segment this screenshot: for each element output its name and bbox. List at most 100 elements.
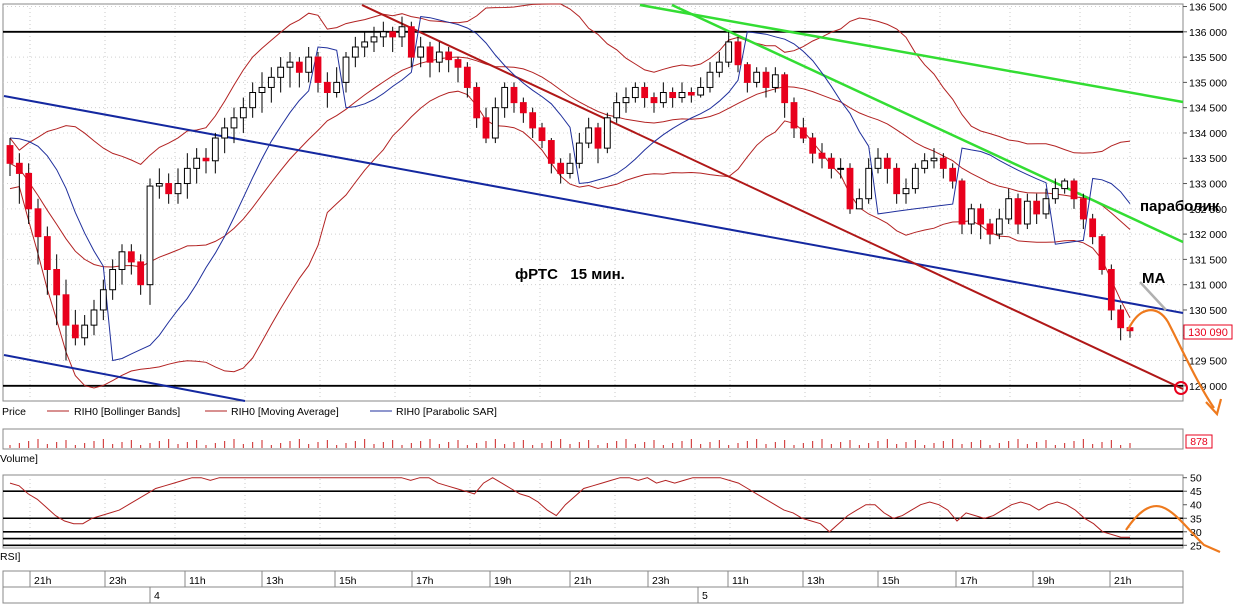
candle bbox=[902, 178, 910, 204]
candle bbox=[426, 41, 434, 78]
candle bbox=[435, 41, 443, 73]
candle bbox=[99, 279, 107, 321]
candle-body bbox=[678, 92, 686, 99]
candle-body bbox=[183, 167, 191, 185]
hour-label: 21h bbox=[1114, 575, 1132, 587]
candle-body bbox=[342, 56, 350, 83]
candle-body bbox=[267, 76, 275, 88]
candle-body bbox=[883, 157, 891, 169]
candle bbox=[1014, 193, 1022, 235]
candle bbox=[277, 57, 285, 93]
candle-body bbox=[827, 157, 835, 169]
last-price-marker: 130 090 bbox=[1183, 324, 1233, 340]
candle bbox=[1051, 178, 1059, 204]
rsi-plot-frame bbox=[2, 474, 1184, 549]
candle-body bbox=[809, 137, 817, 154]
price-level-lines bbox=[3, 30, 1183, 387]
legend-parabolic-sar: RIH0 [Parabolic SAR] bbox=[396, 406, 497, 418]
candle-body bbox=[361, 41, 369, 48]
rsi-label: RSI] bbox=[0, 551, 21, 563]
candle bbox=[799, 117, 807, 144]
candle bbox=[454, 57, 462, 83]
candle bbox=[762, 67, 770, 98]
candle-body bbox=[585, 127, 593, 144]
rsi-tick-label: 25 bbox=[1190, 540, 1202, 552]
candle bbox=[1061, 178, 1069, 194]
candle bbox=[137, 254, 145, 295]
candle bbox=[202, 148, 210, 174]
price-tick-label: 135 500 bbox=[1189, 52, 1227, 64]
candle bbox=[323, 72, 331, 108]
candle bbox=[342, 52, 350, 93]
candle-body bbox=[967, 208, 975, 225]
candle-body bbox=[939, 157, 947, 169]
candle bbox=[603, 112, 611, 154]
candle-body bbox=[491, 107, 499, 139]
candle-body bbox=[295, 61, 303, 73]
green-trend-top bbox=[639, 3, 1184, 104]
candle-body bbox=[837, 167, 845, 170]
hour-label: 11h bbox=[189, 575, 206, 587]
hour-labels: 21h 23h 11h 13h 15h 17h 19h 21h 23h 11h 13h 15h 17h 1… bbox=[29, 571, 1132, 587]
candle bbox=[379, 21, 387, 47]
candle-body bbox=[435, 51, 443, 63]
hour-label: 17h bbox=[960, 575, 978, 587]
hour-label: 21h bbox=[574, 575, 592, 587]
candle-body bbox=[715, 61, 723, 73]
candle-body bbox=[510, 86, 518, 104]
candle bbox=[697, 77, 705, 98]
candle-body bbox=[62, 294, 70, 326]
candle-body bbox=[799, 127, 807, 139]
candle bbox=[967, 203, 975, 235]
candle-body bbox=[211, 137, 219, 162]
candle-body bbox=[258, 86, 266, 94]
candle-body bbox=[501, 86, 509, 109]
blue-trend-upper bbox=[3, 95, 1184, 314]
candle bbox=[557, 158, 565, 184]
candle bbox=[725, 31, 733, 68]
candle bbox=[855, 188, 863, 210]
candle-body bbox=[53, 269, 61, 296]
candle bbox=[1005, 188, 1013, 224]
candle-body bbox=[669, 92, 677, 99]
price-tick-label: 130 500 bbox=[1189, 305, 1227, 317]
rsi-tick-label: 45 bbox=[1190, 486, 1202, 498]
candle bbox=[6, 138, 14, 176]
candle bbox=[211, 132, 219, 174]
candle bbox=[398, 16, 406, 47]
candle bbox=[109, 259, 117, 300]
price-tick-label: 129 500 bbox=[1189, 356, 1227, 368]
candle-body bbox=[874, 157, 882, 169]
candle bbox=[249, 82, 257, 118]
legend-bollinger: RIH0 [Bollinger Bands] bbox=[74, 406, 180, 418]
candle bbox=[995, 208, 1003, 240]
legend-moving-average: RIH0 [Moving Average] bbox=[231, 406, 339, 418]
candle bbox=[669, 87, 677, 108]
candle bbox=[958, 178, 966, 235]
candle bbox=[650, 92, 658, 113]
candle bbox=[25, 163, 33, 224]
candle-body bbox=[930, 157, 938, 162]
candles bbox=[6, 16, 1134, 361]
candle bbox=[921, 153, 929, 174]
candle-body bbox=[482, 117, 490, 139]
candle bbox=[678, 82, 686, 103]
candle-body bbox=[34, 208, 42, 238]
candle-body bbox=[706, 71, 714, 88]
candle-body bbox=[445, 51, 453, 61]
candle-body bbox=[725, 41, 733, 63]
candle bbox=[155, 168, 163, 199]
day-label: 5 bbox=[702, 590, 708, 602]
candle-body bbox=[557, 162, 565, 174]
day-label: 4 bbox=[154, 590, 160, 602]
volume-label: Volume] bbox=[0, 453, 38, 465]
candle bbox=[771, 67, 779, 93]
candle bbox=[445, 46, 453, 73]
candle bbox=[314, 52, 322, 93]
rsi-tick-label: 35 bbox=[1190, 513, 1202, 525]
candle bbox=[389, 26, 397, 53]
price-forecast-arrow bbox=[1127, 309, 1215, 409]
candle-body bbox=[641, 86, 649, 99]
candle-body bbox=[659, 92, 667, 104]
